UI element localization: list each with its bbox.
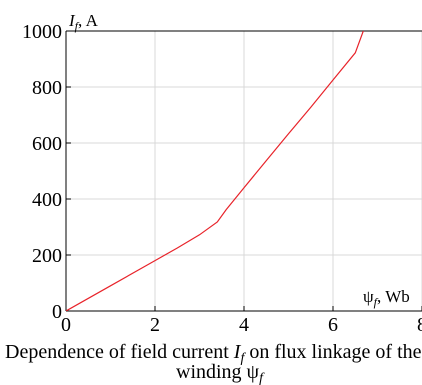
y-tick-label: 200	[32, 245, 62, 267]
tick-labels: 0 2 4 6 8 0 200 400 600 800 1000	[22, 21, 422, 336]
series-line-0	[66, 31, 364, 311]
caption-line-2: winding ψf	[176, 361, 265, 385]
caption-line-1: Dependence of field current If on flux l…	[5, 341, 422, 366]
y-tick-label: 1000	[22, 21, 62, 43]
y-axis-title: If, A	[68, 11, 99, 33]
series-layer	[66, 31, 364, 311]
y-tick-label: 400	[32, 189, 62, 211]
y-tick-label: 0	[52, 301, 62, 323]
y-tick-label: 600	[32, 133, 62, 155]
y-tick-label: 800	[32, 77, 62, 99]
x-tick-label: 2	[150, 314, 160, 336]
x-tick-label: 4	[239, 314, 249, 336]
x-tick-label: 6	[328, 314, 338, 336]
x-axis-title: ψf, Wb	[363, 287, 410, 309]
x-tick-label: 8	[417, 314, 422, 336]
x-tick-label: 0	[61, 314, 71, 336]
